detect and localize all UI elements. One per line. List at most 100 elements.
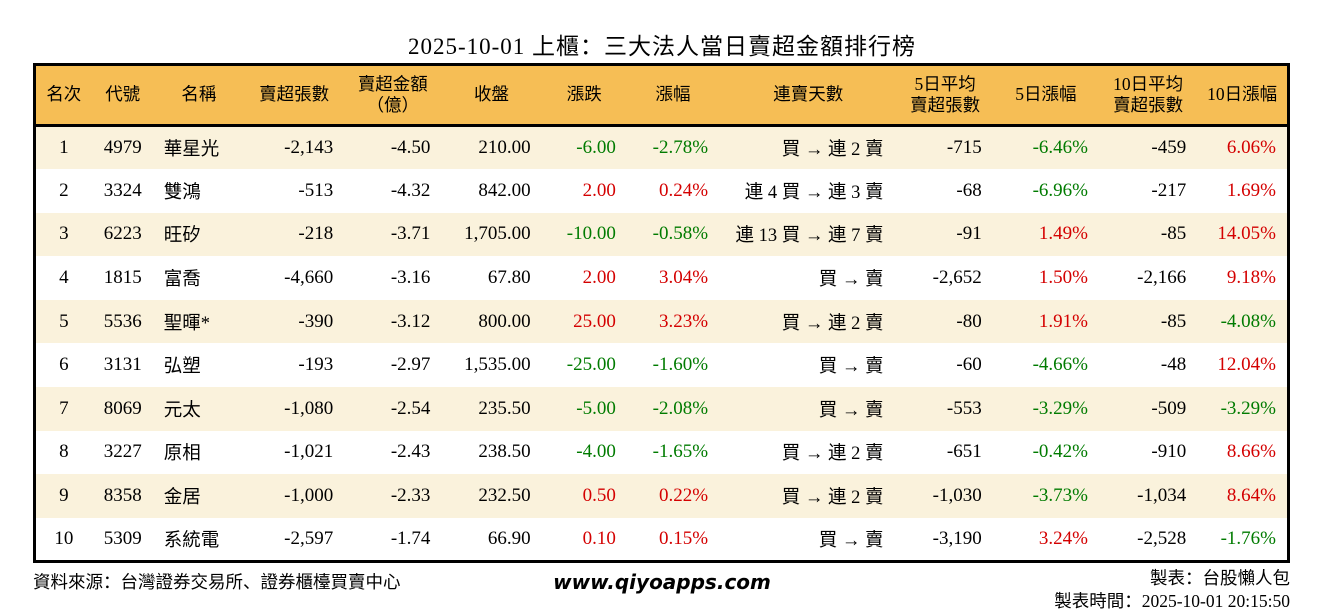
cell-code: 1815 (103, 267, 142, 289)
cell-avg5-volume: -60 (956, 354, 982, 376)
cell-close: 235.50 (478, 397, 531, 419)
cell-close: 210.00 (478, 137, 531, 159)
footer-maker: 製表：台股懶人包 (1150, 568, 1290, 588)
cell-change-pct: 3.23% (659, 310, 709, 332)
cell-avg10-volume: -217 (1151, 179, 1187, 201)
cell-streak: 買 → 連 2 賣 (781, 444, 884, 465)
cell-sell-amount: -4.50 (390, 137, 431, 159)
cell-pct5: 1.49% (1038, 223, 1088, 245)
cell-change-pct: -1.65% (652, 441, 709, 463)
cell-sell-volume: -4,660 (284, 267, 334, 289)
cell-change: 25.00 (573, 310, 616, 332)
table-row: 5 5536 聖暉* -390 -3.12 800.00 25.00 3.23%… (34, 299, 1289, 344)
cell-streak: 買 → 賣 (818, 400, 884, 421)
cell-sell-volume: -2,597 (284, 527, 334, 549)
cell-pct5: -6.96% (1032, 179, 1088, 201)
cell-avg5-volume: -553 (946, 397, 982, 419)
cell-pct5: 1.91% (1038, 310, 1088, 332)
cell-sell-volume: -1,021 (284, 441, 334, 463)
table-row: 4 1815 富喬 -4,660 -3.16 67.80 2.00 3.04% … (34, 256, 1289, 300)
cell-sell-volume: -1,080 (284, 397, 334, 419)
cell-change-pct: 0.15% (659, 527, 709, 549)
cell-pct5: 3.24% (1038, 527, 1088, 549)
cell-name: 聖暉* (163, 313, 211, 334)
cell-pct10: -4.08% (1220, 310, 1276, 332)
cell-avg10-volume: -1,034 (1137, 485, 1187, 507)
header-sell-amount: 賣超金額 （億） (344, 64, 442, 127)
cell-name: 元太 (163, 400, 201, 421)
table-row: 6 3131 弘塑 -193 -2.97 1,535.00 -25.00 -1.… (34, 343, 1289, 388)
cell-change-pct: -2.78% (652, 137, 709, 159)
cell-close: 232.50 (478, 485, 531, 507)
cell-sell-amount: -3.71 (390, 223, 431, 245)
cell-avg5-volume: -68 (956, 179, 982, 201)
cell-sell-volume: -390 (298, 310, 334, 332)
cell-change: 2.00 (582, 179, 616, 201)
table-row: 3 6223 旺矽 -218 -3.71 1,705.00 -10.00 -0.… (34, 212, 1289, 257)
cell-pct10: 1.69% (1226, 179, 1276, 201)
cell-avg10-volume: -85 (1160, 223, 1187, 245)
cell-close: 842.00 (478, 179, 531, 201)
cell-pct10: -1.76% (1220, 527, 1276, 549)
cell-rank: 5 (59, 310, 69, 332)
cell-avg10-volume: -459 (1151, 137, 1187, 159)
cell-rank: 3 (59, 223, 69, 245)
cell-name: 富喬 (163, 270, 201, 291)
cell-streak: 買 → 連 2 賣 (781, 140, 884, 161)
cell-change: -5.00 (576, 397, 616, 419)
cell-streak: 連 13 買 → 連 7 賣 (735, 226, 884, 247)
table-header-row: 名次 代號 名稱 賣超張數 賣超金額 （億） 收盤 漲跌 漲幅 連賣天數 5日平… (34, 64, 1289, 127)
table-body: 1 4979 華星光 -2,143 -4.50 210.00 -6.00 -2.… (34, 125, 1289, 562)
cell-pct10: 12.04% (1217, 354, 1276, 376)
cell-avg5-volume: -1,030 (932, 485, 982, 507)
cell-sell-amount: -2.54 (390, 397, 431, 419)
cell-code: 5309 (103, 527, 142, 549)
cell-code: 5536 (103, 310, 142, 332)
cell-avg5-volume: -3,190 (932, 527, 982, 549)
cell-sell-volume: -513 (298, 179, 334, 201)
header-code: 代號 (91, 64, 154, 127)
header-pct10: 10日漲幅 (1197, 64, 1289, 127)
cell-code: 8358 (103, 485, 142, 507)
cell-pct10: 8.66% (1226, 441, 1276, 463)
table-row: 8 3227 原相 -1,021 -2.43 238.50 -4.00 -1.6… (34, 430, 1289, 475)
table-row: 9 8358 金居 -1,000 -2.33 232.50 0.50 0.22%… (34, 474, 1289, 518)
cell-change: 2.00 (582, 267, 616, 289)
cell-avg10-volume: -509 (1151, 397, 1187, 419)
cell-streak: 買 → 賣 (818, 270, 884, 291)
cell-code: 8069 (103, 397, 142, 419)
cell-sell-amount: -2.97 (390, 354, 431, 376)
cell-avg10-volume: -2,528 (1137, 527, 1187, 549)
cell-sell-volume: -2,143 (284, 137, 334, 159)
cell-rank: 9 (59, 485, 69, 507)
cell-avg10-volume: -85 (1160, 310, 1187, 332)
cell-avg5-volume: -651 (946, 441, 982, 463)
cell-name: 金居 (163, 488, 201, 509)
cell-name: 系統電 (163, 530, 220, 551)
cell-streak: 買 → 賣 (818, 530, 884, 551)
cell-close: 238.50 (478, 441, 531, 463)
cell-sell-amount: -4.32 (390, 179, 431, 201)
header-avg5-volume: 5日平均 賣超張數 (897, 64, 993, 127)
cell-name: 雙鴻 (163, 182, 201, 203)
cell-sell-volume: -193 (298, 354, 334, 376)
cell-rank: 2 (59, 179, 69, 201)
cell-avg5-volume: -80 (956, 310, 982, 332)
cell-sell-amount: -2.43 (390, 441, 431, 463)
cell-close: 1,705.00 (464, 223, 531, 245)
cell-sell-amount: -1.74 (390, 527, 431, 549)
cell-rank: 1 (59, 137, 69, 159)
cell-code: 6223 (103, 223, 142, 245)
cell-pct5: -6.46% (1032, 137, 1088, 159)
cell-avg5-volume: -91 (956, 223, 982, 245)
cell-change-pct: -2.08% (652, 397, 709, 419)
cell-change-pct: -1.60% (652, 354, 709, 376)
cell-rank: 7 (59, 397, 69, 419)
cell-pct10: -3.29% (1220, 397, 1276, 419)
cell-pct5: -0.42% (1032, 441, 1088, 463)
cell-change-pct: 0.24% (659, 179, 709, 201)
cell-change: -4.00 (576, 441, 616, 463)
ranking-table: 名次 代號 名稱 賣超張數 賣超金額 （億） 收盤 漲跌 漲幅 連賣天數 5日平… (33, 63, 1290, 563)
cell-sell-volume: -1,000 (284, 485, 334, 507)
header-rank: 名次 (34, 64, 92, 127)
